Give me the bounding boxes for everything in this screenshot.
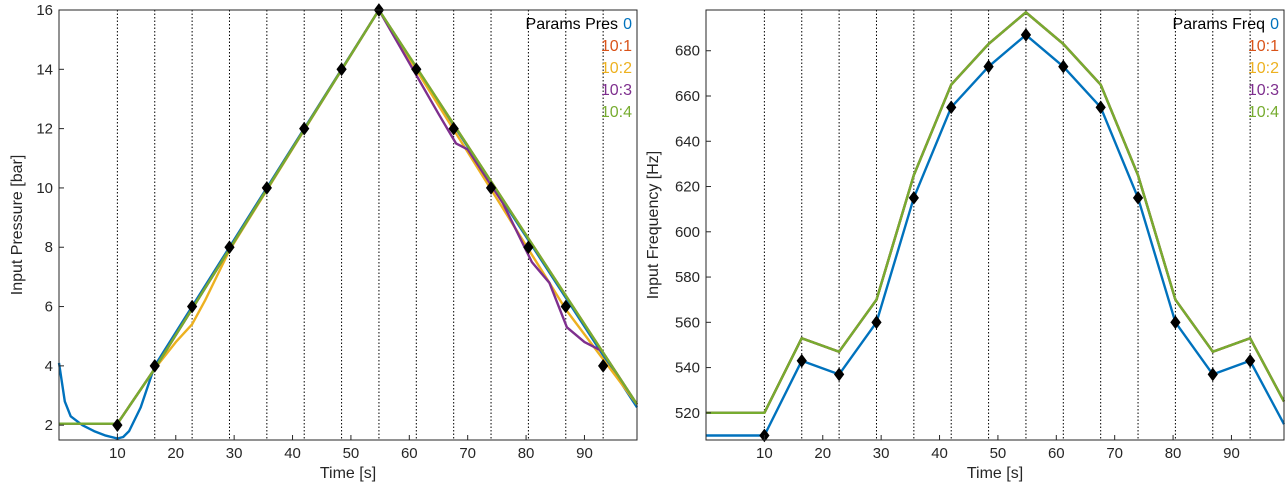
- legend-entry: 10:4: [601, 104, 632, 121]
- series-line-10-2: [59, 8, 638, 425]
- y-tick-label: 540: [675, 360, 700, 377]
- data-marker: [1132, 191, 1144, 205]
- data-marker: [1207, 367, 1218, 382]
- y-tick-label: 660: [675, 88, 700, 105]
- legend-entry: 0: [623, 16, 632, 33]
- data-marker: [1245, 353, 1256, 368]
- data-marker: [523, 240, 534, 255]
- x-tick-label: 60: [401, 445, 418, 462]
- y-tick-label: 2: [45, 417, 53, 434]
- series-line-10-4: [706, 11, 1286, 414]
- y-tick-label: 600: [675, 224, 700, 241]
- data-marker: [261, 181, 272, 195]
- y-tick-label: 560: [675, 314, 700, 331]
- x-tick-label: 30: [226, 445, 243, 462]
- data-marker: [299, 121, 310, 136]
- x-tick-label: 50: [990, 445, 1007, 462]
- legend-entry: 10:3: [601, 82, 632, 99]
- x-tick-label: 20: [814, 445, 831, 462]
- x-axis-label: Time [s]: [320, 465, 376, 482]
- series-line-10-4: [59, 8, 639, 425]
- data-marker: [1095, 100, 1106, 115]
- data-marker: [336, 62, 347, 77]
- chart-1: 10 20 30 40 50 60 70 80 90 2 4 6 8 10 12 14 16 Time [s] In…: [9, 2, 639, 482]
- x-axis-label: Time [s]: [967, 465, 1023, 482]
- y-tick-label: 10: [36, 180, 53, 197]
- data-marker: [560, 299, 571, 314]
- y-tick-label: 4: [45, 358, 53, 375]
- data-marker: [112, 418, 123, 433]
- x-tick-label: 70: [459, 445, 476, 462]
- axes-box: [705, 9, 1285, 441]
- legend-entry: 10:1: [1248, 38, 1279, 55]
- x-tick-label: 30: [873, 445, 890, 462]
- data-marker: [411, 62, 422, 77]
- y-tick-label: 640: [675, 133, 700, 150]
- data-marker: [448, 121, 459, 136]
- legend-title: Params Freq: [1173, 16, 1265, 33]
- data-marker: [186, 299, 198, 314]
- x-tick-label: 90: [1223, 445, 1240, 462]
- legend-entry: 10:4: [1248, 104, 1279, 121]
- data-marker: [796, 353, 807, 368]
- legend-entry: 10:1: [601, 38, 632, 55]
- x-tick-label: 40: [284, 445, 301, 462]
- y-tick-label: 12: [36, 121, 53, 138]
- legend-entry: 10:2: [601, 60, 632, 77]
- legend-title: Params Pres: [526, 16, 618, 33]
- y-tick-label: 8: [45, 239, 53, 256]
- y-tick-label: 520: [675, 405, 700, 422]
- data-marker: [1170, 315, 1181, 330]
- data-marker: [1020, 28, 1032, 42]
- legend-entry: 10:2: [1248, 60, 1279, 77]
- data-marker: [946, 100, 957, 115]
- data-marker: [1058, 59, 1069, 74]
- y-tick-label: 620: [675, 179, 700, 196]
- y-tick-label: 680: [675, 43, 700, 60]
- x-tick-label: 40: [931, 445, 948, 462]
- x-tick-label: 10: [109, 445, 126, 462]
- y-tick-label: 16: [36, 2, 53, 19]
- x-tick-label: 70: [1106, 445, 1123, 462]
- data-marker: [149, 359, 160, 373]
- legend-entry: 0: [1270, 16, 1279, 33]
- x-tick-label: 80: [518, 445, 535, 462]
- x-tick-label: 90: [576, 445, 593, 462]
- series-line-10-3: [59, 8, 639, 425]
- data-marker: [485, 181, 497, 195]
- x-tick-label: 60: [1048, 445, 1065, 462]
- series-line-0: [57, 8, 639, 440]
- x-tick-label: 50: [343, 445, 360, 462]
- data-marker: [833, 367, 845, 382]
- x-tick-label: 10: [756, 445, 773, 462]
- series-line-0: [706, 33, 1286, 437]
- chart-2: 10 20 30 40 50 60 70 80 90 520 540 560 580 600 620 640 6…: [645, 9, 1286, 482]
- y-axis-label: Input Frequency [Hz]: [645, 151, 662, 300]
- data-marker: [224, 240, 235, 255]
- y-tick-label: 580: [675, 269, 700, 286]
- legend-entry: 10:3: [1248, 82, 1279, 99]
- x-tick-label: 80: [1165, 445, 1182, 462]
- data-marker: [598, 359, 609, 373]
- x-tick-label: 20: [167, 445, 184, 462]
- data-marker: [871, 315, 882, 330]
- data-marker: [908, 191, 919, 205]
- y-tick-label: 14: [36, 61, 53, 78]
- y-tick-label: 6: [45, 299, 53, 316]
- y-axis-label: Input Pressure [bar]: [9, 155, 26, 296]
- axes-box: [58, 9, 638, 441]
- series-line-10-1: [59, 8, 639, 425]
- data-marker: [983, 59, 994, 74]
